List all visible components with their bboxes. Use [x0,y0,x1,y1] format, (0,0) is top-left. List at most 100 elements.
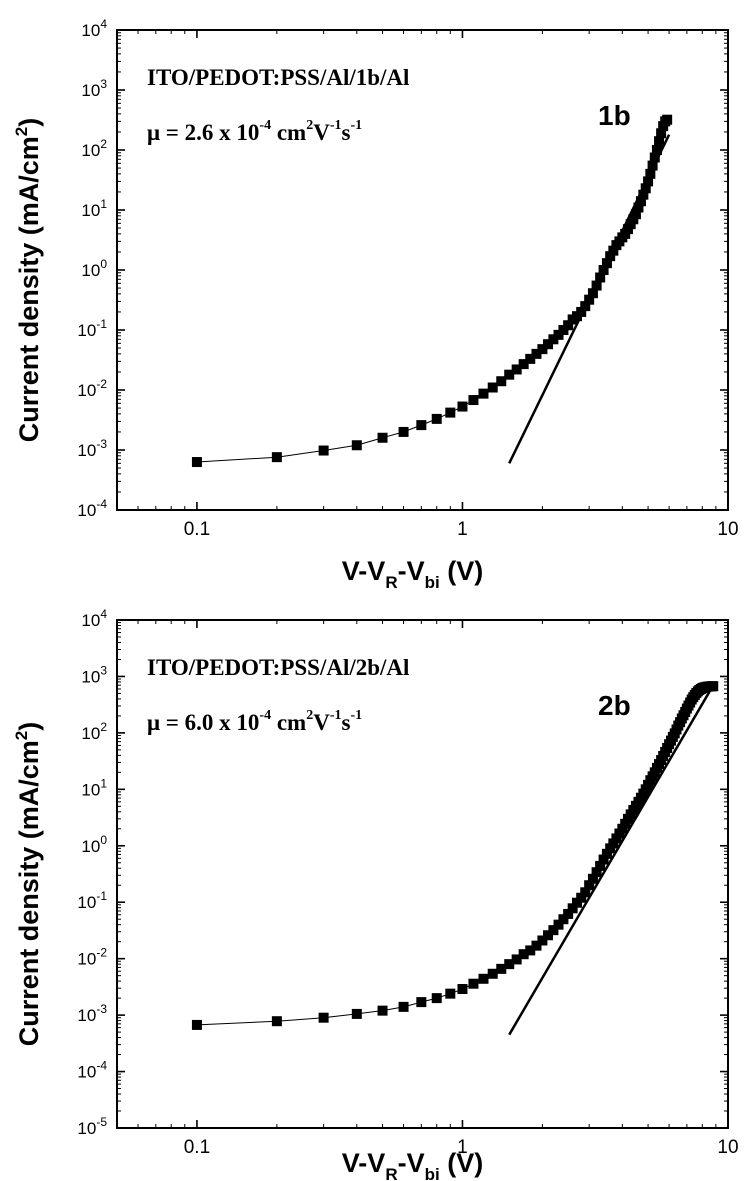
data-point [431,993,442,1004]
fit-line [508,684,715,1036]
data-point [640,183,651,194]
data-point [647,160,658,171]
data-point [377,1005,388,1016]
x-tick-label: 0.1 [184,519,210,540]
data-point [654,136,665,147]
plot-frame [116,29,729,511]
data-point [543,339,554,350]
y-tick-label: 10-4 [77,1059,107,1082]
y-tick-label: 103 [81,77,107,100]
data-point [351,1008,362,1019]
data-point [416,420,427,431]
x-tick-label: 10 [717,1137,738,1158]
chart-panel-2: 10-5 10-4 10-3 10-2 10-1 100 101 102 103 104 0.1 1 1… [12,607,739,1181]
data-point [601,848,612,859]
data-point [511,954,522,965]
data-point [478,973,489,984]
data-point [518,359,529,370]
x-tick-label: 1 [457,1137,468,1158]
data-point [587,873,598,884]
data-point [271,1016,282,1027]
data-point [377,432,388,443]
panel-label: 2b [598,690,631,721]
data-point [398,426,409,437]
data-point [351,440,362,451]
y-tick-label: 10-5 [77,1115,107,1138]
data-point [487,382,498,393]
data-point [649,152,660,163]
y-tick-label: 102 [81,137,107,160]
data-point [531,940,542,951]
data-point [445,407,456,418]
data-point [553,919,564,930]
chart-panel-1: 10-4 10-3 10-2 10-1 100 101 102 103 104 0.1 1 10 ITO… [12,17,739,592]
data-point [576,892,587,903]
data-point [518,949,529,960]
y-tick-label: 102 [81,720,107,743]
data-point [651,145,662,155]
y-tick-label: 10-1 [77,889,107,912]
y-tick-label: 10-2 [77,946,107,969]
y-tick-label: 10-2 [77,377,107,400]
y-axis-label: Current density (mA/cm2) [12,722,44,1047]
device-structure-label: ITO/PEDOT:PSS/Al/1b/Al [147,65,409,90]
data-point [567,903,578,914]
data-point [496,963,507,974]
data-point [563,320,574,331]
data-point [191,1019,202,1030]
data-point [468,978,479,989]
data-connector-line [196,685,714,1026]
data-markers [191,114,673,468]
data-point [457,984,468,995]
x-tick-label: 10 [717,519,738,540]
y-tick-label: 100 [81,833,107,856]
data-point [398,1001,409,1012]
data-point [525,353,536,364]
data-point [628,214,639,225]
data-point [525,945,536,956]
fit-line [508,134,671,464]
data-point [487,968,498,979]
panel-label: 1b [598,100,631,131]
data-point [584,880,595,891]
data-point [496,376,507,387]
data-point [662,114,673,125]
data-point [558,914,569,925]
device-structure-label: ITO/PEDOT:PSS/Al/2b/Al [147,655,409,680]
data-point [537,344,548,355]
data-point [548,925,559,936]
data-point [531,348,542,359]
x-axis-label: V-VR-Vbi (V) [342,1148,483,1181]
plot-frame [116,619,729,1129]
y-tick-label: 104 [81,607,107,630]
data-point [643,176,654,187]
x-tick-label: 0.1 [184,1137,210,1158]
data-point [191,457,202,468]
data-point [595,860,606,871]
data-point [543,930,554,941]
mobility-label: μ = 6.0 x 10-4 cm2V-1s-1 [147,708,362,735]
data-point [608,838,619,849]
data-point [633,202,644,213]
data-point [576,306,587,317]
data-point [318,445,329,456]
mobility-label: μ = 2.6 x 10-4 cm2V-1s-1 [147,118,362,145]
data-point [511,364,522,375]
data-point [563,908,574,919]
data-point [416,997,427,1008]
data-point [630,209,641,220]
data-point [548,334,559,345]
data-point [445,988,456,999]
y-axis-label: Current density (mA/cm2) [12,118,44,443]
data-point [318,1012,329,1023]
data-point [468,395,479,406]
data-point [598,854,609,865]
data-point [504,369,515,380]
x-axis-label: V-VR-Vbi (V) [342,556,483,592]
data-point [478,388,489,399]
data-point [635,196,646,207]
data-point [457,401,468,412]
data-point [580,887,591,898]
data-point [431,413,442,424]
